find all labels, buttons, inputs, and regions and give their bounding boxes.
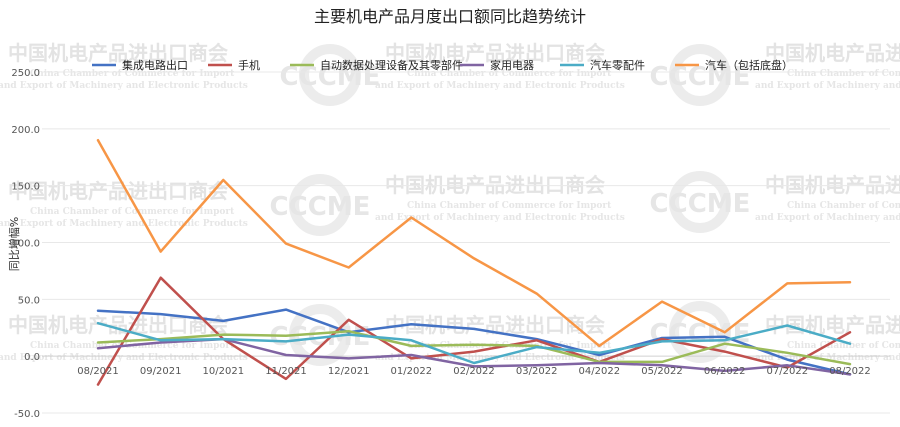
x-tick-label: 04/2022: [579, 366, 621, 377]
watermark-block: 中国机电产品进出口商会 China Chamber of Commerce for…: [755, 173, 900, 223]
chart-title: 主要机电产品月度出口额同比趋势统计: [314, 7, 586, 26]
watermark-org-en-1: China Chamber of Commerce for Import: [787, 201, 900, 211]
watermark-org-en-2: and Export of Machinery and Electronic P…: [375, 353, 625, 363]
legend-item: 手机: [208, 58, 260, 72]
x-tick-label: 06/2022: [704, 366, 746, 377]
x-tick-label: 05/2022: [641, 366, 683, 377]
legend-item: 汽车零配件: [560, 58, 645, 72]
watermark-block: 中国机电产品进出口商会 China Chamber of Commerce for…: [0, 41, 248, 91]
watermark-org-cn: 中国机电产品进出口商会: [765, 41, 900, 65]
legend-item: 汽车（包括底盘）: [675, 58, 793, 72]
watermark-org-cn: 中国机电产品进出口商会: [765, 173, 900, 197]
grid-layer: [42, 71, 890, 414]
watermark-org-en-1: China Chamber of Commerce for Import: [30, 207, 235, 217]
watermark-org-cn: 中国机电产品进出口商会: [8, 179, 228, 203]
y-tick-label: 250.0: [11, 68, 40, 79]
watermark-org-cn: 中国机电产品进出口商会: [385, 41, 605, 65]
x-tick-label: 09/2021: [140, 366, 182, 377]
watermark-org-en-2: and Export of Machinery and Electronic P…: [0, 81, 248, 91]
legend-item: 集成电路出口: [92, 58, 188, 72]
y-tick-label: 0.0: [24, 352, 40, 363]
watermark-logo-text: CCCME: [650, 189, 751, 219]
watermark-org-en-1: China Chamber of Commerce for Import: [787, 341, 900, 351]
watermark-org-en-1: China Chamber of Commerce for Import: [407, 69, 612, 79]
y-tick-label: 150.0: [11, 182, 40, 193]
legend: 集成电路出口 手机 自动数据处理设备及其零部件 家用电器 汽车零配件 汽车（包括底盘）: [92, 58, 793, 72]
watermark-block: 中国机电产品进出口商会 China Chamber of Commerce for…: [755, 41, 900, 91]
watermark-org-en-1: China Chamber of Commerce for Import: [30, 69, 235, 79]
watermark-org-cn: 中国机电产品进出口商会: [385, 173, 605, 197]
x-tick-label: 10/2021: [203, 366, 245, 377]
legend-label: 汽车（包括底盘）: [705, 58, 793, 72]
watermark-block: 中国机电产品进出口商会 China Chamber of Commerce for…: [0, 179, 248, 229]
series-line: [96, 329, 852, 366]
watermark-gear-icon: [299, 44, 361, 106]
x-tick-label: 12/2021: [328, 366, 370, 377]
watermark-org-en-1: China Chamber of Commerce for Import: [407, 201, 612, 211]
legend-label: 汽车零配件: [590, 58, 645, 72]
watermark-org-en-2: and Export of Machinery and Electronic P…: [755, 213, 900, 223]
legend-item: 家用电器: [460, 58, 534, 72]
series-line: [96, 321, 852, 365]
y-tick-label: -50.0: [14, 409, 40, 420]
watermark-org-en-2: and Export of Machinery and Electronic P…: [0, 219, 248, 229]
watermark-logo: CCCME: [280, 44, 381, 106]
watermark-org-en-2: and Export of Machinery and Electronic P…: [375, 81, 625, 91]
watermark-org-cn: 中国机电产品进出口商会: [8, 41, 228, 65]
y-tick-label: 100.0: [11, 239, 40, 250]
watermark-block: 中国机电产品进出口商会 China Chamber of Commerce for…: [375, 173, 625, 223]
x-tick-label: 07/2022: [767, 366, 809, 377]
x-tick-label: 08/2022: [829, 366, 871, 377]
watermark-logo: CCCME: [270, 174, 371, 236]
x-tick-label: 03/2022: [516, 366, 558, 377]
watermark-gear-icon: [289, 174, 351, 236]
watermark-org-en-2: and Export of Machinery and Electronic P…: [755, 353, 900, 363]
series-line: [96, 138, 852, 348]
watermark-logo-text: CCCME: [650, 62, 751, 92]
y-axis-label: 同比增幅%: [7, 217, 21, 271]
watermark-block: 中国机电产品进出口商会 China Chamber of Commerce for…: [375, 41, 625, 91]
legend-label: 集成电路出口: [122, 58, 188, 72]
series-layer: [96, 138, 852, 386]
watermark-org-en-2: and Export of Machinery and Electronic P…: [755, 81, 900, 91]
watermark-org-en-2: and Export of Machinery and Electronic P…: [0, 353, 248, 363]
watermark-logo: CCCME: [650, 171, 751, 233]
watermark-logo-text: CCCME: [280, 62, 381, 92]
watermark-gear-icon: [669, 44, 731, 106]
legend-label: 家用电器: [490, 58, 534, 72]
x-tick-label: 01/2022: [391, 366, 433, 377]
y-tick-label: 200.0: [11, 125, 40, 136]
watermark-org-en-2: and Export of Machinery and Electronic P…: [375, 213, 625, 223]
ticks-layer: 250.0 200.0 150.0 100.0 50.0 0.0 -50.0 08/2021 0…: [11, 68, 870, 420]
y-tick-label: 50.0: [18, 295, 40, 306]
watermark-logo-text: CCCME: [270, 192, 371, 222]
legend-item: 自动数据处理设备及其零部件: [290, 58, 463, 72]
watermark-layer: 中国机电产品进出口商会 China Chamber of Commerce for…: [0, 41, 900, 366]
x-tick-label: 08/2021: [77, 366, 119, 377]
watermark-org-en-1: China Chamber of Commerce for Import: [787, 69, 900, 79]
watermark-gear-icon: [669, 171, 731, 233]
series-line: [96, 308, 852, 376]
watermark-logo: CCCME: [650, 44, 751, 106]
x-tick-label: 11/2021: [265, 366, 307, 377]
x-tick-label: 02/2022: [453, 366, 495, 377]
legend-label: 自动数据处理设备及其零部件: [320, 58, 463, 72]
legend-label: 手机: [238, 58, 260, 72]
